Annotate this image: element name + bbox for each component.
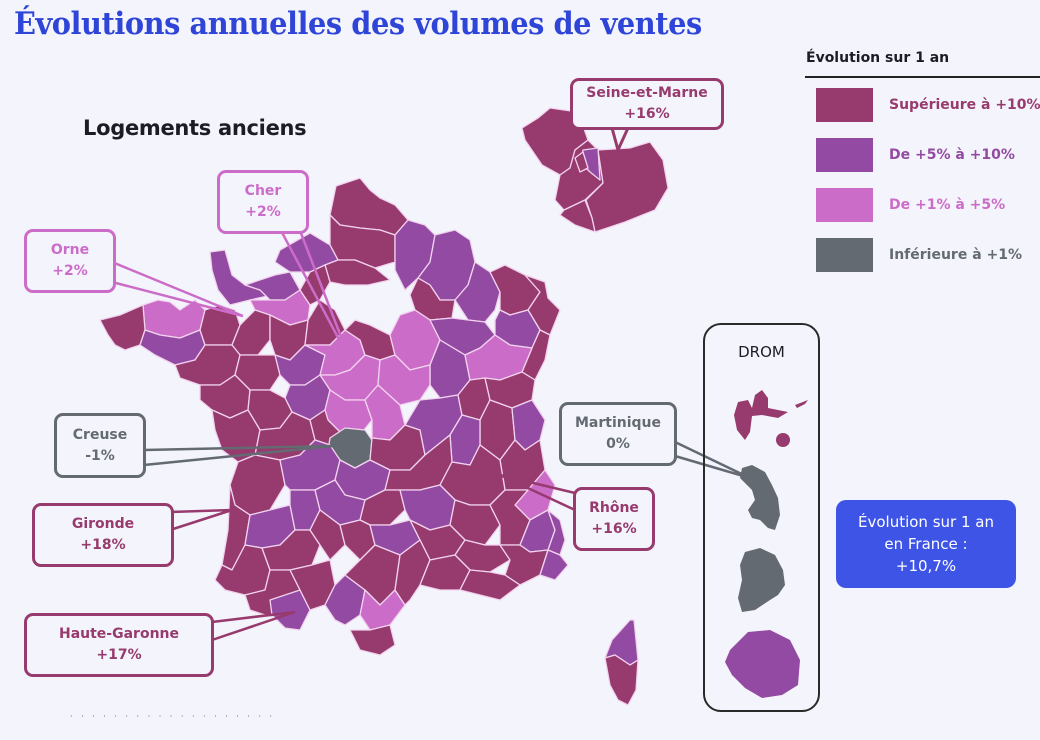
callout-name: Martinique [574, 415, 662, 431]
footer-note: · · · · · · · · · · · · · · · · · · · [70, 712, 276, 721]
callout-seine-et-marne: Seine-et-Marne +16% [570, 78, 724, 130]
france-total-line1: Évolution sur 1 an [858, 513, 994, 531]
callout-name: Gironde [71, 516, 135, 532]
callout-name: Haute-Garonne [58, 626, 180, 642]
drom-panel: DROM [703, 323, 820, 712]
france-total-value: +10,7% [895, 557, 957, 575]
callout-rhone: Rhône +16% [573, 487, 655, 551]
callout-martinique: Martinique 0% [559, 402, 677, 466]
callout-value: +16% [591, 521, 637, 537]
legend-item-below-1: Inférieure à +1% [816, 238, 1022, 272]
ile-de-france-inset [521, 107, 669, 233]
callout-creuse: Creuse -1% [54, 413, 146, 478]
legend-item-5-to-10: De +5% à +10% [816, 138, 1015, 172]
legend-swatch [816, 238, 873, 272]
callout-name: Orne [50, 242, 90, 258]
callout-value: +17% [96, 647, 142, 663]
callout-cher: Cher +2% [217, 170, 309, 234]
legend-swatch [816, 88, 873, 122]
callout-name: Cher [244, 183, 282, 199]
callout-orne: Orne +2% [24, 229, 116, 293]
legend-label: De +5% à +10% [889, 147, 1015, 163]
callout-gironde: Gironde +18% [32, 503, 174, 567]
callout-name: Seine-et-Marne [586, 85, 708, 101]
drom-title: DROM [738, 343, 785, 361]
callout-value: +2% [245, 204, 281, 220]
legend-label: Supérieure à +10% [889, 97, 1040, 113]
legend-title: Évolution sur 1 an [806, 50, 950, 66]
legend-item-above-10: Supérieure à +10% [816, 88, 1040, 122]
legend-divider [805, 76, 1040, 78]
callout-value: +16% [624, 106, 670, 122]
page-title: Évolutions annuelles des volumes de vent… [14, 6, 702, 42]
legend-swatch [816, 188, 873, 222]
callout-value: +18% [80, 537, 126, 553]
map-subtitle: Logements anciens [83, 116, 307, 140]
callout-value: 0% [606, 436, 630, 452]
france-total-box: Évolution sur 1 an en France : +10,7% [836, 500, 1016, 588]
legend-label: Inférieure à +1% [889, 247, 1023, 263]
callout-value: +2% [52, 263, 88, 279]
legend-item-1-to-5: De +1% à +5% [816, 188, 1005, 222]
callout-name: Creuse [72, 426, 128, 443]
france-total-line2: en France : [884, 535, 968, 553]
callout-haute-garonne: Haute-Garonne +17% [24, 613, 214, 677]
callout-name: Rhône [589, 500, 639, 516]
legend-label: De +1% à +5% [889, 197, 1006, 213]
callout-value: -1% [85, 447, 115, 464]
legend-swatch [816, 138, 873, 172]
